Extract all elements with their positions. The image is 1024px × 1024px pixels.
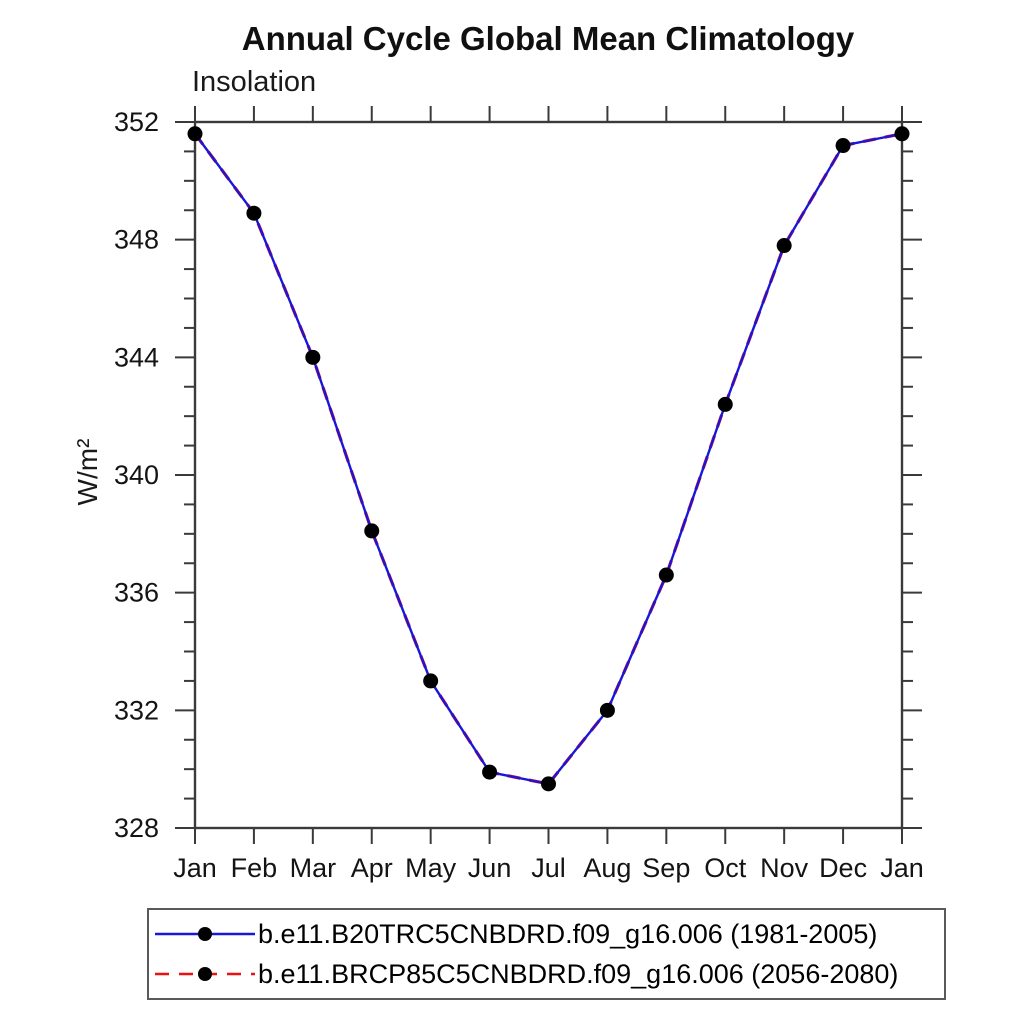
data-point xyxy=(599,702,615,718)
legend-label: b.e11.B20TRC5CNBDRD.f09_g16.006 (1981-20… xyxy=(258,918,878,949)
x-tick-label: Jan xyxy=(880,853,924,883)
y-tick-label: 348 xyxy=(114,225,159,255)
data-point xyxy=(423,673,439,689)
legend-box: b.e11.B20TRC5CNBDRD.f09_g16.006 (1981-20… xyxy=(147,908,946,1000)
x-tick-label: Jul xyxy=(531,853,566,883)
chart-title: Annual Cycle Global Mean Climatology xyxy=(241,20,855,57)
y-tick-label: 340 xyxy=(114,460,159,490)
x-tick-label: Sep xyxy=(642,853,690,883)
data-point xyxy=(894,126,910,142)
data-point xyxy=(541,776,556,792)
data-point xyxy=(835,138,851,154)
data-point xyxy=(717,396,733,412)
legend-item-historical: b.e11.B20TRC5CNBDRD.f09_g16.006 (1981-20… xyxy=(149,914,944,954)
x-tick-label: Jun xyxy=(468,853,512,883)
series-line-solid xyxy=(194,132,903,786)
x-tick-label: Apr xyxy=(351,853,393,883)
legend-label: b.e11.BRCP85C5CNBDRD.f09_g16.006 (2056-2… xyxy=(258,958,899,989)
legend-marker-dot xyxy=(198,927,212,941)
x-tick-label: Feb xyxy=(231,853,278,883)
data-point xyxy=(482,764,498,780)
y-tick-label: 352 xyxy=(114,107,159,137)
x-tick-label: Oct xyxy=(704,853,747,883)
series-line-dashed xyxy=(193,132,903,786)
x-tick-label: Dec xyxy=(819,853,867,883)
data-point xyxy=(305,349,321,365)
data-point xyxy=(658,567,674,583)
x-tick-label: Nov xyxy=(760,853,809,883)
y-tick-label: 344 xyxy=(114,342,159,372)
data-point xyxy=(776,238,792,254)
y-tick-label: 332 xyxy=(114,695,159,725)
x-tick-label: Aug xyxy=(583,853,631,883)
legend-marker-dot xyxy=(198,967,212,981)
data-point xyxy=(364,523,380,539)
y-tick-label: 336 xyxy=(114,578,159,608)
plot-area: 328 332 336 340 344 348 352 Jan Feb Mar Apr May Jun J… xyxy=(114,106,924,883)
plot-left-subtitle: Insolation xyxy=(192,66,317,98)
x-tick-label: Mar xyxy=(290,853,337,883)
legend-dashed-line-sample xyxy=(155,967,255,981)
data-point xyxy=(187,126,203,142)
legend-solid-line-sample xyxy=(155,927,255,941)
legend-item-rcp85: b.e11.BRCP85C5CNBDRD.f09_g16.006 (2056-2… xyxy=(149,954,944,994)
data-point xyxy=(246,205,262,221)
x-tick-label: May xyxy=(405,853,457,883)
y-tick-label: 328 xyxy=(114,813,159,843)
x-tick-label: Jan xyxy=(173,853,217,883)
